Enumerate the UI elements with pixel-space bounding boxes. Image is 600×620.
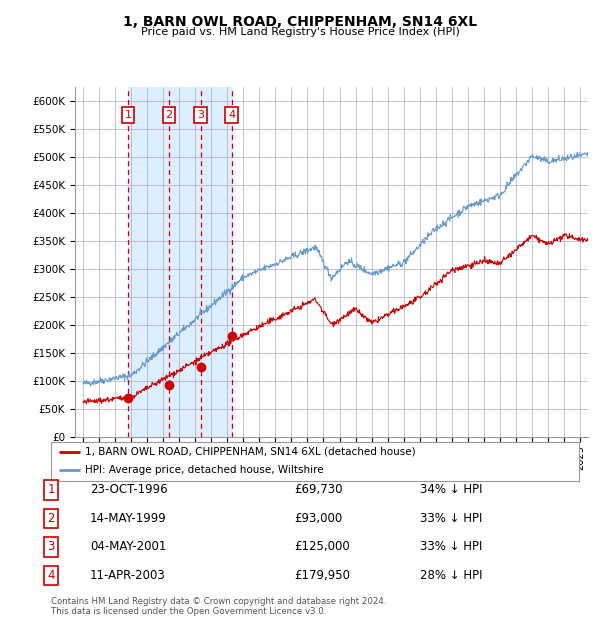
Text: Price paid vs. HM Land Registry's House Price Index (HPI): Price paid vs. HM Land Registry's House … <box>140 27 460 37</box>
Text: £93,000: £93,000 <box>294 512 342 525</box>
Text: £69,730: £69,730 <box>294 484 343 496</box>
Text: 4: 4 <box>228 110 235 120</box>
Text: This data is licensed under the Open Government Licence v3.0.: This data is licensed under the Open Gov… <box>51 607 326 616</box>
Text: 1: 1 <box>125 110 131 120</box>
Text: 33% ↓ HPI: 33% ↓ HPI <box>420 541 482 553</box>
Bar <box>128 87 169 437</box>
Text: 3: 3 <box>197 110 204 120</box>
Text: 23-OCT-1996: 23-OCT-1996 <box>90 484 167 496</box>
Text: £125,000: £125,000 <box>294 541 350 553</box>
Text: 04-MAY-2001: 04-MAY-2001 <box>90 541 166 553</box>
Text: 34% ↓ HPI: 34% ↓ HPI <box>420 484 482 496</box>
Text: 11-APR-2003: 11-APR-2003 <box>90 569 166 582</box>
Text: £179,950: £179,950 <box>294 569 350 582</box>
Text: 3: 3 <box>47 541 55 553</box>
Bar <box>169 87 200 437</box>
Text: 33% ↓ HPI: 33% ↓ HPI <box>420 512 482 525</box>
Text: HPI: Average price, detached house, Wiltshire: HPI: Average price, detached house, Wilt… <box>85 465 324 475</box>
Text: 14-MAY-1999: 14-MAY-1999 <box>90 512 167 525</box>
Text: 28% ↓ HPI: 28% ↓ HPI <box>420 569 482 582</box>
Text: 4: 4 <box>47 569 55 582</box>
Text: Contains HM Land Registry data © Crown copyright and database right 2024.: Contains HM Land Registry data © Crown c… <box>51 597 386 606</box>
Text: 1, BARN OWL ROAD, CHIPPENHAM, SN14 6XL: 1, BARN OWL ROAD, CHIPPENHAM, SN14 6XL <box>123 16 477 30</box>
Text: 2: 2 <box>166 110 173 120</box>
Text: 1: 1 <box>47 484 55 496</box>
Text: 2: 2 <box>47 512 55 525</box>
Text: 1, BARN OWL ROAD, CHIPPENHAM, SN14 6XL (detached house): 1, BARN OWL ROAD, CHIPPENHAM, SN14 6XL (… <box>85 446 416 457</box>
Bar <box>200 87 232 437</box>
